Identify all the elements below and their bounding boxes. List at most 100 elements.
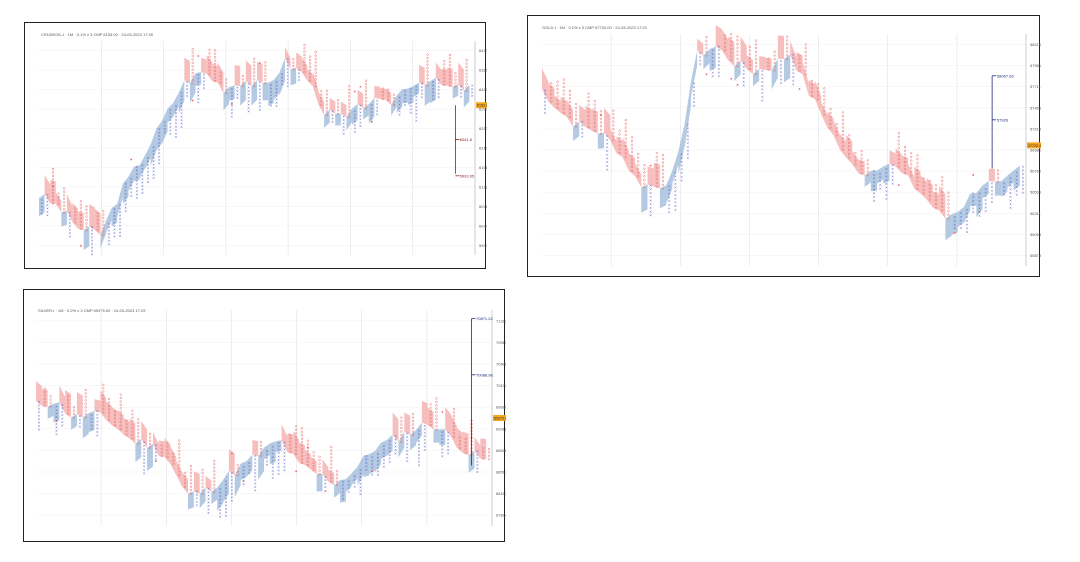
x-mark [242,465,245,468]
x-mark [347,490,350,493]
cloud-up [1001,175,1008,198]
x-mark [417,436,420,439]
signal-dot [705,73,708,76]
cloud-up [752,68,760,87]
x-mark [649,199,652,202]
o-mark [562,100,565,103]
x-mark [113,211,116,214]
o-mark [841,141,845,144]
x-mark [872,199,876,202]
x-mark [990,197,993,200]
o-mark [736,46,739,49]
x-mark [269,94,273,97]
o-mark [314,81,317,85]
x-mark [353,120,356,123]
o-mark [860,157,863,160]
o-mark [191,65,194,68]
x-mark [415,109,418,112]
o-mark [314,68,317,71]
o-mark [84,392,87,395]
x-mark [265,460,268,463]
x-mark [91,243,94,246]
o-mark [910,159,913,162]
x-mark [40,202,43,205]
o-mark [928,183,931,186]
x-mark [885,193,888,197]
x-mark [254,468,257,471]
o-mark [107,404,111,408]
x-mark [742,80,745,83]
cloud-down [284,46,291,70]
o-mark [314,78,317,81]
x-mark [224,511,228,514]
x-mark [1003,193,1006,196]
x-mark [606,153,609,156]
o-mark [312,468,315,471]
x-mark [135,183,138,186]
o-mark [452,418,456,421]
x-mark [248,461,251,464]
x-mark [169,119,172,122]
x-mark [441,455,444,458]
o-mark [208,52,211,55]
o-mark [392,96,396,100]
x-mark [154,458,157,461]
x-mark [686,142,689,145]
x-mark [219,501,222,505]
o-mark [841,111,845,114]
x-mark [398,96,401,99]
x-mark [649,192,652,195]
o-mark [823,102,826,105]
x-mark [872,188,876,191]
cloud-down [815,80,822,115]
x-mark [382,455,385,458]
x-mark [152,173,155,176]
x-mark [169,132,172,135]
x-mark [359,493,362,496]
x-mark [365,458,368,461]
x-mark [195,497,198,500]
o-mark [306,456,309,460]
x-mark [286,81,289,84]
x-mark [224,497,228,500]
o-mark [482,447,485,450]
x-mark [286,85,289,88]
cloud-down [59,385,66,414]
o-mark [454,75,457,78]
x-mark [371,463,374,466]
x-mark [331,113,334,117]
o-mark [465,79,468,82]
o-mark [705,50,708,54]
x-mark [779,59,782,63]
o-mark [348,105,351,108]
o-mark [330,449,333,452]
o-mark [458,439,461,443]
cloud-up [147,443,153,471]
o-mark [308,62,312,65]
o-mark [723,41,727,45]
x-mark [1015,189,1018,193]
o-mark [443,73,446,76]
x-mark [420,85,423,89]
cloud-up [188,491,194,510]
x-mark [258,91,261,94]
x-mark [680,171,683,175]
o-mark [201,468,204,471]
x-mark [1009,206,1012,209]
o-mark [448,81,451,84]
x-mark [959,223,962,226]
x-mark [792,68,795,71]
o-mark [767,57,770,60]
o-mark [125,433,128,436]
x-mark [365,465,368,468]
signal-dot [978,210,981,213]
o-mark [624,144,627,148]
o-mark [612,127,615,131]
o-mark [841,148,845,151]
x-mark [370,110,373,114]
o-mark [336,98,340,102]
x-mark [476,470,479,474]
x-mark [230,98,233,101]
x-mark [872,184,876,188]
o-mark [43,390,46,394]
